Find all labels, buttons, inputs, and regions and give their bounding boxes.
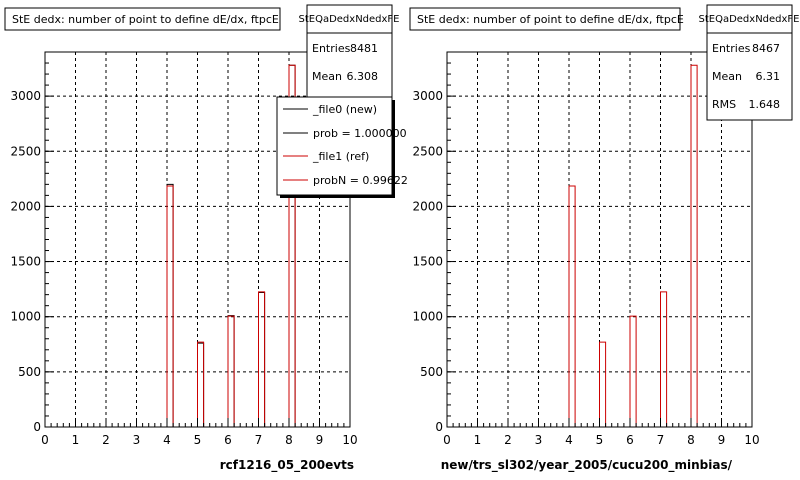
x-tick-label: 4 — [565, 433, 573, 447]
stats-entries-value: 8467 — [752, 42, 780, 55]
y-tick-label: 3000 — [10, 89, 41, 103]
y-tick-label: 2500 — [10, 144, 41, 158]
stats-entries-label: Entries — [312, 42, 351, 55]
histogram-bar — [258, 291, 266, 427]
x-tick-label: 9 — [718, 433, 726, 447]
x-tick-label: 7 — [657, 433, 665, 447]
x-tick-label: 0 — [41, 433, 49, 447]
y-tick-label: 1000 — [10, 310, 41, 324]
legend-label-probn: probN = 0.99622 — [313, 174, 408, 187]
y-tick-label: 2500 — [412, 144, 443, 158]
chart-title: StE dedx: number of point to define dE/d… — [417, 13, 684, 26]
histogram-panel-right: 0 1 2 3 4 5 6 7 8 9 10 0 500 1000 1500 2000 2500 3000 StE… — [409, 4, 800, 473]
stats-entries-value: 8481 — [350, 42, 378, 55]
x-tick-label: 3 — [133, 433, 141, 447]
x-axis-label: new/trs_sl302/year_2005/cucu200_minbias/ — [441, 458, 733, 473]
x-tick-label: 5 — [596, 433, 604, 447]
stats-box: StEQaDedxNdedxFE Entries 8467 Mean 6.31 … — [698, 4, 800, 121]
x-tick-label: 1 — [474, 433, 482, 447]
stats-mean-label: Mean — [312, 70, 342, 83]
stats-name: StEQaDedxNdedxFE — [698, 14, 799, 25]
histogram-bar — [599, 341, 607, 427]
y-tick-label: 2000 — [412, 199, 443, 213]
x-tick-label: 9 — [316, 433, 324, 447]
x-tick-label: 8 — [285, 433, 293, 447]
x-tick-label: 10 — [744, 433, 759, 447]
histogram-bar — [197, 342, 205, 427]
x-tick-label: 0 — [443, 433, 451, 447]
x-tick-label: 8 — [687, 433, 695, 447]
legend-label-ref: _file1 (ref) — [312, 150, 369, 163]
legend-box: _file0 (new) prob = 1.000000 _file1 (ref… — [276, 96, 408, 198]
y-tick-label: 500 — [420, 365, 443, 379]
histogram-bar — [258, 291, 266, 427]
histogram-bar — [660, 291, 668, 427]
x-tick-label: 1 — [72, 433, 80, 447]
histogram-bar — [227, 315, 235, 427]
histogram-bar — [288, 64, 296, 427]
histogram-panel-left: 0 1 2 3 4 5 6 7 8 9 10 0 500 1000 1500 2000 2500 3000 StE… — [4, 4, 408, 473]
histogram-bar — [197, 341, 205, 427]
histogram-bar — [227, 315, 235, 427]
stats-entries-label: Entries — [712, 42, 751, 55]
title-box: StE dedx: number of point to define dE/d… — [409, 7, 684, 31]
x-tick-label: 6 — [626, 433, 634, 447]
histogram-bar — [166, 185, 174, 427]
x-tick-label: 2 — [102, 433, 110, 447]
histogram-bar — [166, 183, 174, 427]
stats-name: StEQaDedxNdedxFE — [298, 14, 399, 25]
legend-label-prob: prob = 1.000000 — [313, 127, 407, 140]
legend-label-new: _file0 (new) — [312, 103, 377, 116]
y-tick-label: 0 — [435, 420, 443, 434]
x-tick-label: 4 — [163, 433, 171, 447]
stats-rms-value: 1.648 — [749, 98, 781, 111]
stats-rms-label: RMS — [712, 98, 736, 111]
chart-title: StE dedx: number of point to define dE/d… — [12, 13, 279, 26]
histogram-bar — [568, 185, 576, 427]
y-tick-label: 1500 — [412, 255, 443, 269]
stats-mean-value: 6.31 — [756, 70, 781, 83]
y-tick-label: 0 — [33, 420, 41, 434]
stats-mean-label: Mean — [712, 70, 742, 83]
y-tick-label: 500 — [18, 365, 41, 379]
x-tick-label: 7 — [255, 433, 263, 447]
y-tick-label: 1000 — [412, 310, 443, 324]
x-tick-label: 2 — [504, 433, 512, 447]
x-tick-label: 6 — [224, 433, 232, 447]
y-tick-label: 3000 — [412, 89, 443, 103]
histogram-bar — [629, 315, 637, 427]
x-tick-label: 3 — [535, 433, 543, 447]
histogram-bar — [690, 64, 698, 427]
y-tick-label: 2000 — [10, 199, 41, 213]
x-tick-label: 5 — [194, 433, 202, 447]
x-tick-label: 10 — [342, 433, 357, 447]
y-tick-label: 1500 — [10, 255, 41, 269]
stats-mean-value: 6.308 — [347, 70, 379, 83]
x-axis-label: rcf1216_05_200evts — [220, 458, 354, 473]
title-box: StE dedx: number of point to define dE/d… — [4, 7, 281, 31]
